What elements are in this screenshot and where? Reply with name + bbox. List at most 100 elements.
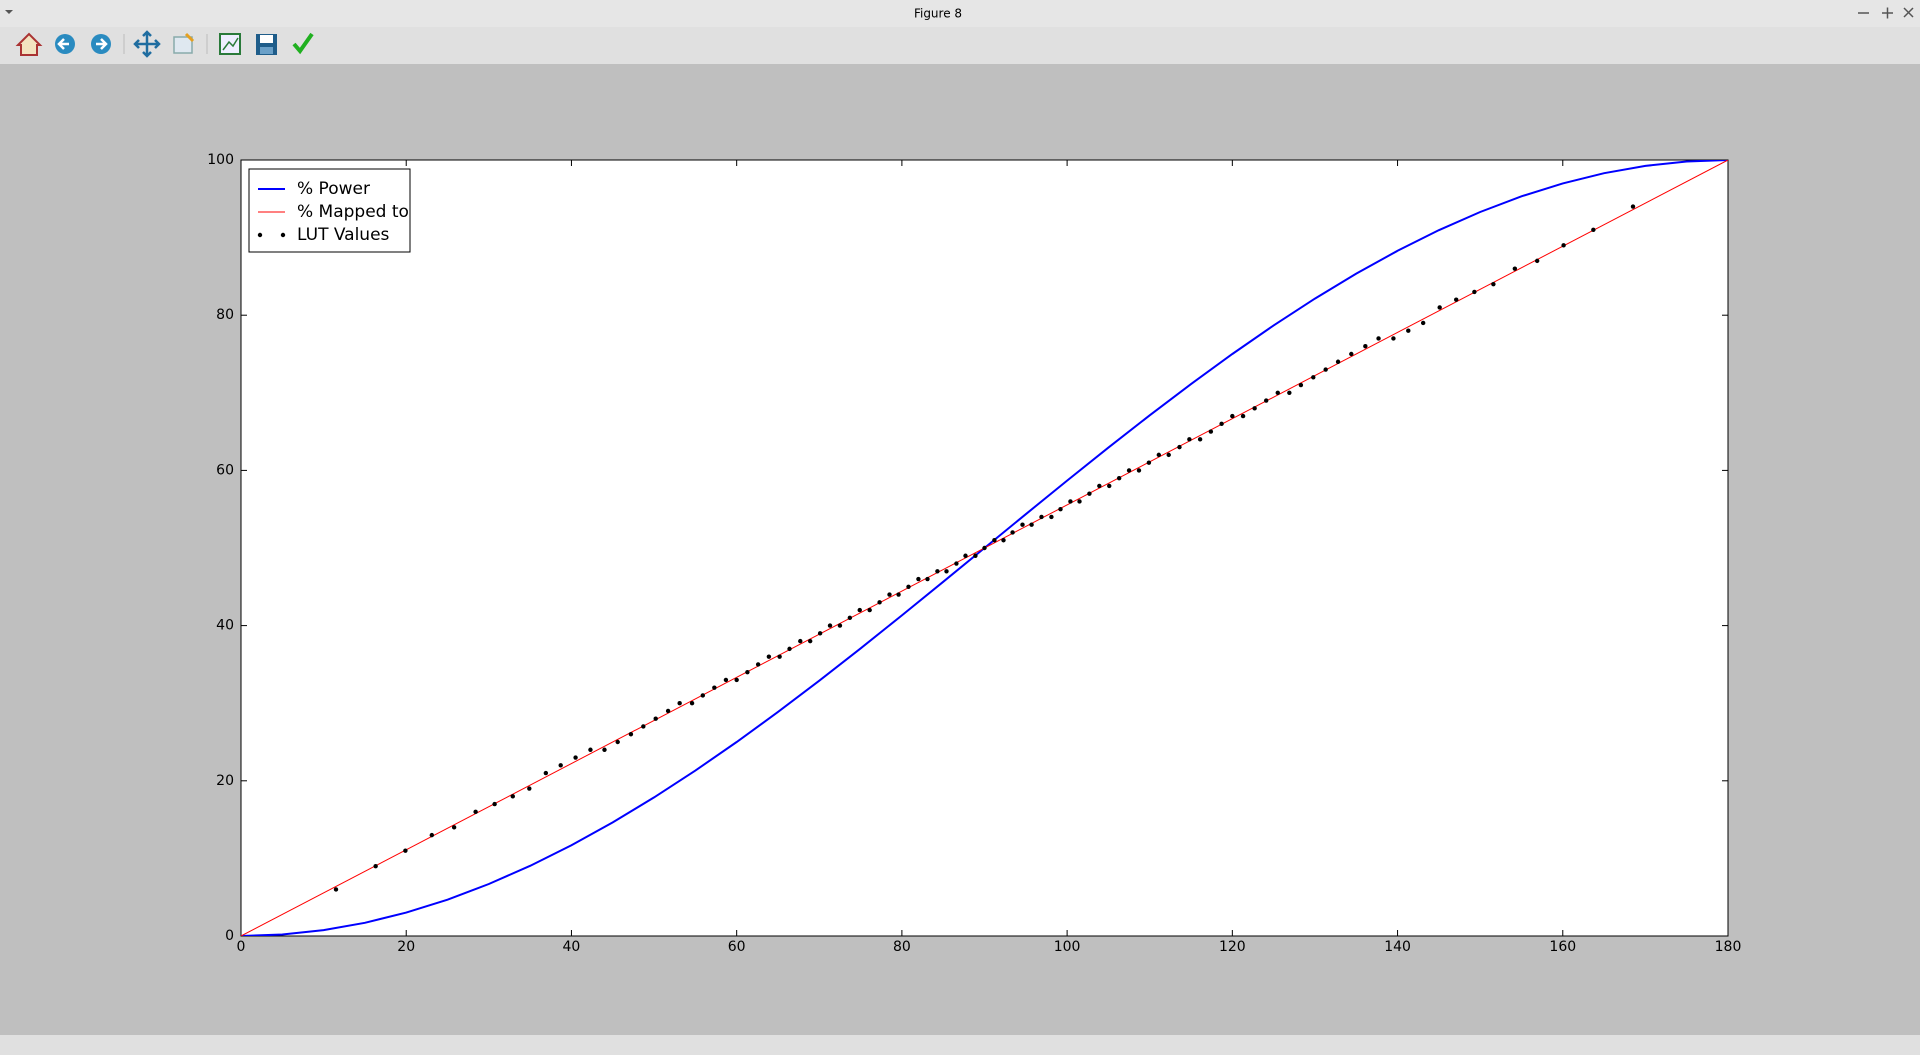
y-tick-label: 80 bbox=[216, 307, 234, 323]
legend-marker bbox=[257, 232, 263, 238]
lut-point bbox=[944, 569, 949, 574]
lut-point bbox=[1240, 413, 1246, 419]
lut-point bbox=[745, 669, 750, 675]
lut-point bbox=[1561, 243, 1566, 248]
lut-point bbox=[573, 755, 578, 760]
status-bar bbox=[0, 1035, 1920, 1055]
lut-point bbox=[615, 739, 620, 745]
y-tick-label: 40 bbox=[216, 618, 234, 634]
legend-box bbox=[248, 168, 411, 253]
y-tick-label: 20 bbox=[216, 773, 234, 789]
lut-point bbox=[973, 553, 978, 558]
lut-point bbox=[1187, 437, 1192, 442]
lut-point bbox=[1097, 483, 1102, 489]
x-tick-label: 80 bbox=[893, 939, 911, 955]
x-tick-label: 160 bbox=[1549, 939, 1576, 955]
y-tick-label: 100 bbox=[207, 152, 234, 168]
lut-point bbox=[877, 600, 882, 605]
lut-point bbox=[700, 693, 705, 698]
lut-point bbox=[1630, 204, 1636, 209]
lut-point bbox=[510, 794, 515, 799]
back-button[interactable] bbox=[55, 34, 75, 54]
lut-point bbox=[641, 724, 646, 729]
lut-point bbox=[429, 832, 435, 838]
lut-point bbox=[807, 638, 813, 644]
lut-point bbox=[982, 545, 987, 551]
lut-point bbox=[1512, 266, 1518, 271]
lut-point bbox=[817, 631, 823, 636]
y-tick-label: 60 bbox=[216, 462, 234, 478]
toolbar bbox=[0, 27, 1920, 64]
lut-point bbox=[1298, 382, 1304, 388]
legend-label: LUT Values bbox=[297, 225, 390, 245]
lut-point bbox=[1491, 281, 1496, 287]
lut-point bbox=[543, 770, 549, 776]
lut-point bbox=[837, 623, 843, 628]
lut-point bbox=[1335, 359, 1341, 364]
lut-point bbox=[333, 887, 339, 892]
lut-point bbox=[1534, 258, 1540, 264]
lut-point bbox=[787, 646, 792, 652]
lut-point bbox=[1068, 499, 1073, 504]
subplots-button[interactable] bbox=[219, 33, 241, 55]
x-tick-label: 180 bbox=[1715, 939, 1742, 955]
lut-point bbox=[867, 607, 872, 613]
x-tick-label: 0 bbox=[237, 939, 246, 955]
lut-point bbox=[1010, 530, 1015, 535]
pan-button[interactable] bbox=[133, 30, 161, 58]
lut-point bbox=[403, 848, 408, 853]
zoom-button[interactable] bbox=[173, 32, 195, 54]
lut-point bbox=[1275, 390, 1280, 395]
lut-point bbox=[653, 716, 658, 721]
x-tick-label: 40 bbox=[563, 939, 581, 955]
x-tick-label: 20 bbox=[397, 939, 415, 955]
title-bar bbox=[0, 0, 1920, 27]
lut-point bbox=[734, 677, 739, 683]
edit-button[interactable] bbox=[292, 32, 314, 55]
lut-point bbox=[1136, 468, 1142, 473]
lut-point bbox=[1001, 538, 1006, 543]
lut-point bbox=[1039, 514, 1044, 520]
lut-point bbox=[963, 553, 968, 558]
maximize-button[interactable] bbox=[1882, 7, 1893, 19]
lut-point bbox=[723, 677, 729, 683]
lut-point bbox=[992, 538, 997, 543]
window-title: Figure 8 bbox=[914, 7, 962, 21]
lut-point bbox=[1208, 429, 1214, 434]
lut-point bbox=[1406, 328, 1411, 333]
forward-button[interactable] bbox=[91, 34, 111, 54]
lut-point bbox=[1391, 336, 1396, 341]
lut-point bbox=[689, 701, 695, 706]
lut-point bbox=[558, 763, 563, 768]
lut-point bbox=[665, 708, 671, 714]
toolbar-separator bbox=[123, 34, 208, 54]
lut-point bbox=[1029, 522, 1034, 527]
lut-point bbox=[857, 607, 862, 613]
close-button[interactable] bbox=[1903, 7, 1914, 18]
x-tick-label: 100 bbox=[1054, 939, 1081, 955]
save-button[interactable] bbox=[256, 34, 277, 55]
x-tick-label: 60 bbox=[728, 939, 746, 955]
lut-point bbox=[887, 592, 892, 597]
y-tick-label: 0 bbox=[225, 928, 234, 944]
lut-point bbox=[954, 561, 959, 566]
menu-button[interactable] bbox=[5, 10, 13, 14]
lut-point bbox=[527, 786, 532, 791]
lut-point bbox=[766, 654, 772, 659]
lut-point bbox=[588, 747, 593, 752]
legend-label: % Mapped to bbox=[297, 202, 409, 222]
lut-point bbox=[1116, 475, 1122, 481]
lut-point bbox=[1591, 227, 1596, 233]
lut-point bbox=[906, 584, 911, 589]
lut-point bbox=[1420, 320, 1426, 326]
lut-point bbox=[1363, 344, 1368, 349]
lut-point bbox=[1107, 483, 1112, 489]
lut-point bbox=[827, 623, 833, 628]
lut-point bbox=[1323, 367, 1328, 372]
lut-point bbox=[677, 701, 682, 706]
lut-point bbox=[1287, 390, 1292, 395]
home-button[interactable] bbox=[15, 32, 43, 56]
lut-point bbox=[451, 825, 457, 830]
legend-marker bbox=[280, 232, 286, 238]
